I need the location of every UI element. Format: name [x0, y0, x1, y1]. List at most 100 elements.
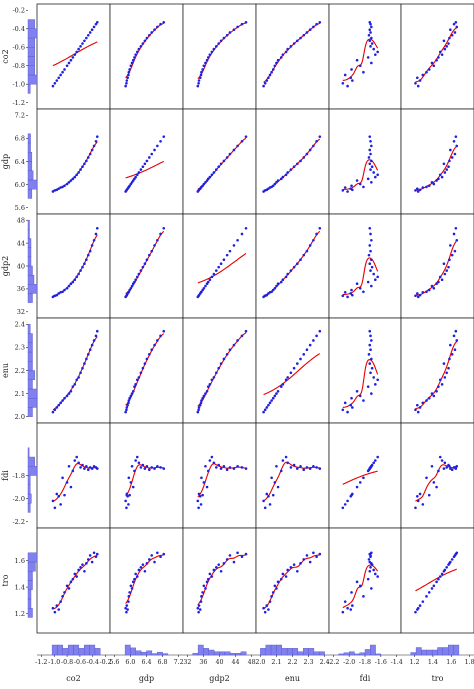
- data-point: [308, 28, 312, 32]
- data-point: [370, 36, 373, 40]
- data-point: [139, 371, 143, 375]
- data-point: [315, 139, 318, 143]
- data-point: [281, 459, 285, 462]
- data-point: [124, 606, 127, 610]
- histogram-bar: [27, 56, 35, 66]
- data-point: [449, 343, 452, 347]
- data-point: [210, 378, 214, 382]
- histogram-bar: [308, 648, 315, 656]
- data-point: [372, 272, 376, 276]
- data-point: [448, 357, 451, 361]
- data-point: [86, 33, 90, 37]
- data-point: [372, 461, 376, 465]
- data-point: [129, 64, 133, 68]
- data-point: [65, 394, 69, 398]
- x-tick-label: -0.4: [87, 659, 99, 666]
- histogram-bar: [359, 652, 366, 656]
- x-tick-label: 40: [215, 659, 223, 666]
- data-point: [86, 353, 90, 356]
- data-point: [228, 249, 232, 253]
- data-point: [141, 366, 145, 370]
- data-point: [265, 492, 269, 496]
- data-point: [219, 262, 223, 266]
- data-point: [219, 362, 223, 365]
- data-point: [240, 466, 244, 469]
- x-tick-label: 32: [183, 659, 191, 666]
- panel-fdi-vs-gdp: [109, 422, 184, 529]
- histogram-bar: [27, 580, 33, 590]
- data-point: [150, 31, 154, 34]
- data-point: [421, 73, 425, 77]
- data-point: [430, 180, 434, 184]
- data-point: [126, 403, 129, 407]
- panel-fdi-vs-enu: [255, 422, 330, 529]
- histogram-bar: [208, 649, 215, 656]
- histogram-bar: [157, 651, 163, 656]
- data-point: [236, 144, 239, 148]
- panel-gdp2-vs-enu: [255, 213, 330, 319]
- data-point: [346, 410, 349, 414]
- data-point: [275, 284, 278, 288]
- data-point: [73, 278, 77, 282]
- data-point: [90, 28, 94, 32]
- data-point: [453, 348, 457, 352]
- data-point: [268, 401, 272, 405]
- data-point: [145, 562, 149, 565]
- x-axis-label: fdi: [360, 674, 371, 683]
- data-point: [273, 394, 277, 398]
- data-point: [201, 68, 204, 71]
- data-point: [139, 566, 143, 569]
- data-point: [275, 392, 278, 395]
- data-point: [448, 159, 451, 163]
- histogram-bar: [27, 475, 31, 485]
- data-point: [292, 265, 296, 269]
- data-point: [351, 604, 354, 607]
- data-point: [212, 171, 216, 174]
- data-point: [53, 82, 57, 85]
- data-point: [370, 366, 374, 370]
- data-point: [69, 179, 73, 182]
- data-point: [63, 288, 66, 292]
- data-point: [279, 177, 283, 181]
- y-tick-label: 40: [17, 262, 25, 270]
- y-tick-label: 2.2: [15, 367, 25, 375]
- data-point: [57, 608, 61, 611]
- histogram-bar: [27, 493, 32, 504]
- data-point: [438, 50, 442, 54]
- data-point: [418, 406, 422, 409]
- data-point: [362, 290, 365, 294]
- data-point: [77, 461, 80, 465]
- data-point: [296, 467, 299, 470]
- data-point: [376, 275, 379, 279]
- panel-co2-vs-tro: [400, 3, 474, 110]
- data-point: [437, 469, 440, 473]
- data-point: [127, 595, 131, 598]
- histogram-bar: [27, 456, 35, 467]
- data-point: [214, 466, 218, 469]
- histogram-bar: [27, 274, 35, 285]
- x-tick-label: -0.6: [74, 659, 86, 666]
- histogram-bar: [27, 379, 33, 390]
- data-point: [127, 503, 130, 506]
- data-point: [279, 280, 283, 284]
- data-point: [83, 362, 86, 365]
- histogram-bar: [27, 65, 35, 76]
- panel-co2-vs-enu: [255, 3, 330, 110]
- data-point: [127, 476, 131, 480]
- data-point: [366, 577, 370, 581]
- data-point: [232, 467, 236, 470]
- data-point: [453, 31, 457, 34]
- data-point: [162, 21, 166, 24]
- data-point: [124, 410, 127, 414]
- data-point: [197, 79, 201, 82]
- histogram-bar: [27, 229, 30, 239]
- panel-tro-vs-tro: [400, 527, 474, 634]
- data-point: [449, 560, 452, 564]
- data-point: [51, 410, 55, 414]
- data-point: [222, 159, 226, 163]
- data-point: [445, 269, 448, 272]
- data-point: [55, 79, 59, 82]
- data-point: [240, 555, 244, 559]
- data-point: [153, 244, 156, 247]
- panel-gdp2-vs-gdp2: [182, 213, 257, 319]
